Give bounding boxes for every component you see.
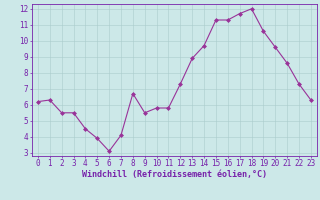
X-axis label: Windchill (Refroidissement éolien,°C): Windchill (Refroidissement éolien,°C) <box>82 170 267 179</box>
